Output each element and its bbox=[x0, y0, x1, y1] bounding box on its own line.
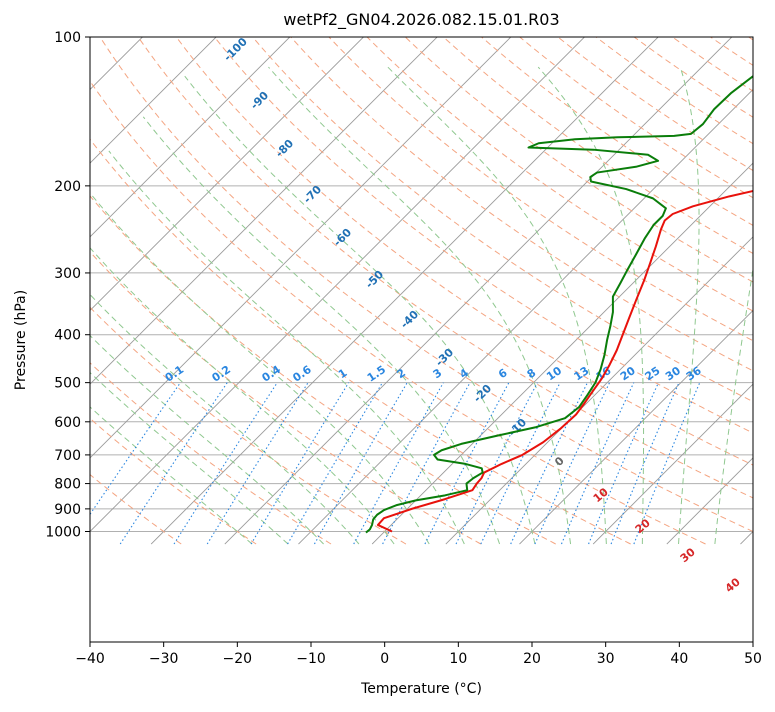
y-axis-label: Pressure (hPa) bbox=[13, 290, 29, 390]
y-tick-label: 400 bbox=[54, 328, 81, 344]
y-tick-label: 1000 bbox=[45, 525, 81, 541]
x-tick-label: 40 bbox=[670, 651, 688, 667]
y-tick-label: 100 bbox=[54, 30, 81, 46]
x-tick-label: 30 bbox=[597, 651, 615, 667]
x-tick-label: −30 bbox=[149, 651, 179, 667]
y-tick-label: 300 bbox=[54, 266, 81, 282]
x-tick-label: 0 bbox=[380, 651, 389, 667]
x-tick-label: −20 bbox=[223, 651, 253, 667]
y-tick-label: 600 bbox=[54, 415, 81, 431]
y-tick-label: 500 bbox=[54, 376, 81, 392]
x-tick-label: −10 bbox=[296, 651, 326, 667]
x-axis-label: Temperature (°C) bbox=[360, 681, 482, 697]
chart-title: wetPf2_GN04.2026.082.15.01.R03 bbox=[283, 10, 559, 30]
y-tick-label: 900 bbox=[54, 502, 81, 518]
x-tick-label: 50 bbox=[744, 651, 762, 667]
y-tick-label: 700 bbox=[54, 448, 81, 464]
y-tick-label: 800 bbox=[54, 477, 81, 493]
x-tick-label: −40 bbox=[75, 651, 105, 667]
x-tick-label: 20 bbox=[523, 651, 541, 667]
y-tick-label: 200 bbox=[54, 179, 81, 195]
x-tick-label: 10 bbox=[449, 651, 467, 667]
